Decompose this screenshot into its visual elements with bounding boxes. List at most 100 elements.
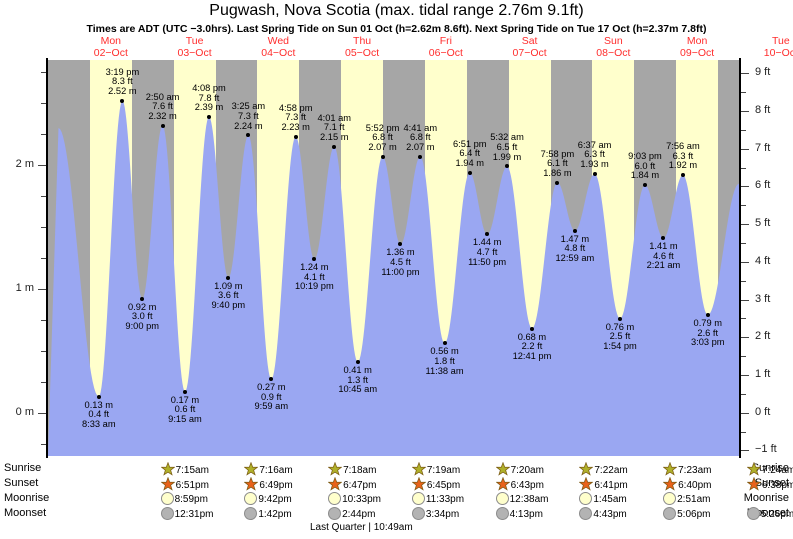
tide-label-line-2: 8.3 ft (112, 76, 133, 87)
axis-tick (41, 258, 46, 259)
astro-moonrise-time: 1:45am (593, 494, 627, 505)
axis-tick (741, 129, 746, 131)
astro-row-moonset: Moonset Moonset 12:31pm 1:42pm 2:44pm 3:34pm 4… (0, 507, 793, 523)
astro-sunset-item: 6:41pm (578, 476, 628, 493)
tide-label-line-1: 1.41 m (649, 241, 678, 252)
astro-moonset-time: 2:44pm (342, 509, 376, 520)
tide-label-line-1: 0.56 m (430, 346, 459, 357)
day-header-dow: Tue (772, 35, 790, 47)
tide-label-line-3: 1.94 m (455, 157, 484, 168)
left-axis-line (46, 58, 48, 458)
right-axis-label: 6 ft (755, 179, 771, 192)
tide-high-label: 5:32 am 6.5 ft 1.99 m (476, 133, 538, 162)
tide-label-line-1: 6:37 am (577, 139, 612, 150)
tide-high-point (680, 173, 685, 178)
moonrise-circle-icon (411, 492, 425, 508)
day-header-sat-5: Sat 07−Oct (488, 35, 572, 59)
sunrise-star-icon (327, 461, 343, 479)
tide-label-line-2: 0.9 ft (260, 391, 282, 402)
astro-row-label-left-moonrise: Moonrise (4, 492, 50, 504)
moonrise-circle-icon (663, 492, 677, 508)
tide-chart-plot (48, 60, 739, 456)
tide-label-line-2: 3.0 ft (131, 311, 153, 322)
tide-high-label: 7:58 pm 6.1 ft 1.86 m (526, 149, 588, 179)
tide-low-point (355, 359, 360, 364)
sunrise-star-icon (160, 461, 176, 479)
tide-high-label: 3:19 pm 8.3 ft 2.52 m (91, 67, 153, 97)
tide-label-line-2: 6.1 ft (547, 158, 568, 169)
axis-tick (741, 356, 746, 358)
astro-moonset-time: 4:13pm (509, 509, 543, 520)
astro-moonrise-time: 8:59pm (174, 494, 208, 505)
tide-label-line-2: 6.8 ft (372, 132, 393, 143)
tide-label-line-2: 3.6 ft (217, 290, 239, 301)
axis-tick (741, 299, 749, 301)
axis-tick (741, 318, 746, 320)
moonrise-circle-icon (160, 492, 174, 508)
axis-tick (41, 443, 46, 445)
tide-label-line-3: 9:15 am (168, 413, 202, 424)
tide-low-point (617, 316, 622, 321)
tide-label-line-1: 0.68 m (517, 331, 547, 342)
right-axis-label: −1 ft (755, 443, 777, 456)
astro-moonset-time: 12:31pm (174, 509, 214, 520)
tide-low-label: 0.56 m 1.8 ft 11:38 am (414, 347, 476, 376)
tide-low-label: 1.44 m 4.7 ft 11:50 pm (456, 238, 518, 267)
axis-tick (41, 134, 46, 136)
tide-curve (48, 100, 739, 456)
moonset-circle-icon (495, 507, 509, 523)
axis-tick (41, 319, 46, 321)
astro-sunrise-time: 7:24am (761, 465, 793, 476)
day-header-dow: Mon (100, 35, 122, 47)
tide-high-label: 9:03 pm 6.0 ft 1.84 m (614, 151, 676, 181)
tide-high-point (380, 154, 385, 159)
tide-label-line-2: 6.8 ft (409, 132, 431, 143)
tide-label-line-1: 1.36 m (386, 247, 415, 258)
tide-low-label: 1.24 m 4.1 ft 10:19 pm (283, 263, 345, 292)
astro-sunset-time: 6:38pm (761, 480, 793, 491)
tide-label-line-2: 2.5 ft (609, 331, 631, 342)
astro-sunrise-time: 7:19am (426, 465, 461, 476)
left-axis-label: 2 m (15, 158, 34, 171)
tide-label-line-1: 5:52 pm (365, 122, 400, 133)
tide-low-label: 0.92 m 3.0 ft 9:00 pm (111, 302, 173, 332)
tide-label-line-1: 0.79 m (693, 317, 722, 328)
astro-sunrise-time: 7:15am (175, 465, 209, 476)
tide-low-point (398, 242, 403, 247)
tide-label-line-3: 2.32 m (148, 110, 177, 121)
sunrise-star-icon (746, 461, 762, 479)
tide-label-line-1: 7:56 am (666, 141, 700, 152)
tide-label-line-2: 7.3 ft (285, 112, 307, 123)
day-header-date: 10−Oct (763, 46, 793, 59)
right-axis-label: 3 ft (755, 292, 771, 305)
moon-phase-label: Last Quarter | 10:49am (310, 522, 413, 533)
tide-high-point (592, 171, 597, 176)
right-axis-label: 2 ft (755, 330, 771, 343)
astro-moonset-item: 5:26pm (746, 507, 793, 523)
right-axis-label: 5 ft (755, 217, 771, 230)
tide-label-line-2: 7.6 ft (152, 101, 173, 112)
tide-label-line-2: 7.8 ft (198, 92, 220, 103)
day-header-mon-7: Mon 09−Oct (655, 35, 739, 59)
tide-low-point (312, 257, 317, 262)
day-header-date: 02−Oct (93, 46, 128, 59)
day-header-date: 08−Oct (596, 46, 631, 59)
tide-label-line-3: 11:38 am (425, 365, 464, 376)
tide-label-line-2: 4.6 ft (653, 250, 674, 261)
tide-high-point (160, 123, 165, 128)
tide-label-line-2: 2.2 ft (521, 341, 543, 352)
tide-low-point (269, 377, 274, 382)
tide-label-line-3: 1.92 m (668, 160, 698, 171)
tide-label-line-1: 2:50 am (145, 91, 180, 102)
axis-tick (741, 205, 746, 207)
tide-label-line-1: 0.41 m (343, 364, 372, 375)
tide-low-label: 0.76 m 2.5 ft 1:54 pm (589, 322, 651, 352)
tide-label-line-3: 2.39 m (194, 102, 224, 113)
astro-sunrise-item: 7:19am (411, 461, 461, 478)
tide-label-line-1: 1.09 m (214, 280, 243, 291)
astro-sunset-item: 6:49pm (243, 476, 293, 493)
axis-tick (741, 224, 749, 226)
right-axis-label: 9 ft (755, 66, 771, 79)
tide-low-point (96, 394, 101, 399)
astro-sunrise-time: 7:20am (510, 465, 544, 476)
